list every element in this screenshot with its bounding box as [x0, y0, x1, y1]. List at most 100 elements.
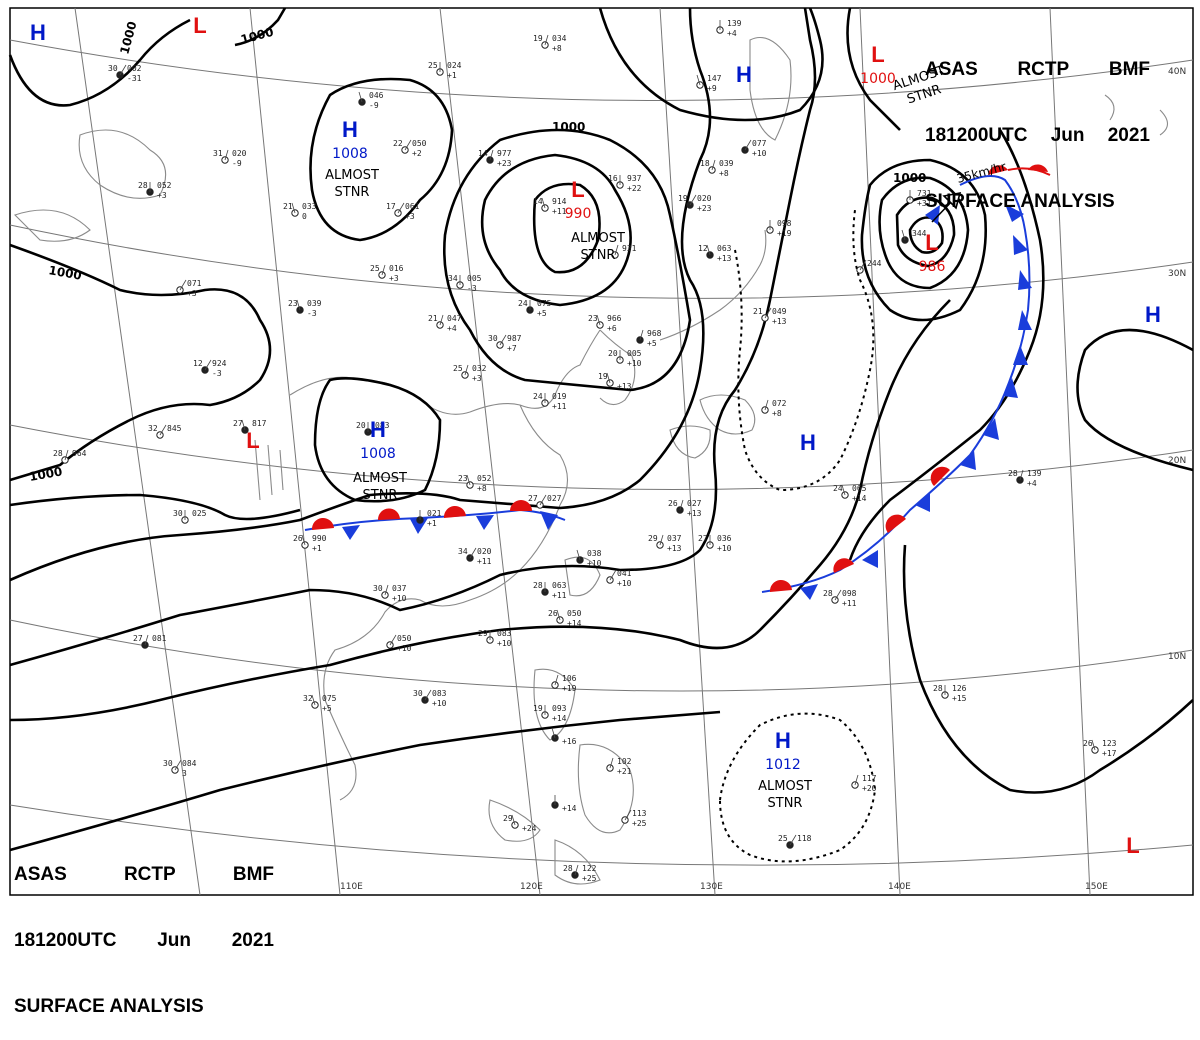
station-pressure: 098	[777, 219, 792, 228]
station-pressure: 964	[72, 449, 87, 458]
station-plot: 32 845	[148, 424, 182, 439]
wind-barb-icon	[466, 474, 471, 486]
wind-barb-icon	[841, 484, 846, 496]
wind-barb-icon	[424, 689, 432, 701]
station-pressure-tendency: +13	[717, 254, 732, 263]
wind-barb-icon	[179, 279, 187, 291]
station-pressure-tendency: +4	[1027, 479, 1037, 488]
station-pressure-tendency: +13	[667, 544, 682, 553]
station-pressure: 039	[719, 159, 734, 168]
station-plot: 23 966+6	[588, 314, 622, 333]
header-station: RCTP	[1017, 59, 1070, 80]
high-symbol: H	[370, 417, 386, 442]
station-plot: 27 027	[528, 494, 562, 509]
meridian-140e	[859, 7, 901, 896]
header-time: 181200UTC	[925, 125, 1028, 146]
header-title: SURFACE ANALYSIS	[925, 191, 1115, 212]
station-temperature: 22	[393, 139, 403, 148]
station-plot: 244	[856, 259, 882, 274]
isobars-dashed	[718, 209, 877, 863]
station-pressure: 021	[427, 509, 442, 518]
high-pressure-center: H	[1145, 302, 1161, 327]
station-pressure: 020	[697, 194, 712, 203]
meridian-100e	[74, 7, 201, 896]
station-temperature: 28	[823, 589, 833, 598]
wind-barb-icon	[301, 534, 306, 546]
station-plot: 24 019+11	[533, 392, 567, 411]
wind-barb-icon	[291, 202, 296, 214]
station-plot: 31 020-9	[213, 149, 247, 168]
station-pressure-tendency: +24	[522, 824, 537, 833]
station-pressure: 098	[842, 589, 857, 598]
grid-labels: 110E 120E 130E 140E 150E 40N 30N 20N 10N	[340, 67, 1186, 892]
station-pressure-tendency: +11	[552, 402, 567, 411]
station-pressure: 050	[567, 609, 582, 618]
station-pressure-tendency: +8	[477, 484, 487, 493]
low-symbol: L	[1126, 833, 1139, 858]
station-plot: 12 063+13	[698, 244, 732, 263]
station-temperature: 12	[698, 244, 708, 253]
header-month: Jun	[1050, 125, 1085, 146]
station-temperature: 14	[478, 149, 488, 158]
station-plot: 041+10	[606, 569, 632, 588]
wind-barb-icon	[624, 809, 632, 821]
station-pressure-tendency: +11	[552, 591, 567, 600]
station-pressure-tendency: 3	[182, 769, 187, 778]
station-pressure-tendency: +14	[567, 619, 582, 628]
station-pressure: 071	[187, 279, 202, 288]
station-plot: 731+31	[906, 189, 932, 208]
station-pressure: 106	[562, 674, 577, 683]
station-pressure: 052	[477, 474, 492, 483]
wind-barb-icon	[639, 329, 644, 341]
station-pressure: 968	[647, 329, 662, 338]
central-pressure-value: 1008	[360, 446, 396, 462]
station-pressure-tendency: +1	[312, 544, 322, 553]
station-pressure: 046	[369, 91, 384, 100]
station-pressure: 924	[212, 359, 227, 368]
isobar-nw-high	[8, 18, 191, 107]
high-pressure-center: H 1008 ALMOST STNR	[353, 417, 407, 503]
station-temperature: 28	[1008, 469, 1018, 478]
station-pressure-tendency: +25	[582, 874, 597, 883]
station-plot: 30 987+7	[488, 334, 522, 353]
wind-barb-icon	[159, 424, 167, 436]
low-pressure-center: L	[193, 13, 206, 38]
station-pressure: 344	[912, 229, 927, 238]
storm-motion-arrow	[931, 191, 962, 223]
lon-label-130e: 130E	[700, 882, 723, 892]
meridian-150e	[1049, 7, 1091, 896]
station-pressure-tendency: +13	[687, 509, 702, 518]
low-symbol: L	[925, 230, 938, 255]
station-pressure: 033	[302, 202, 317, 211]
isobar-l990-center	[532, 182, 601, 274]
station-pressure: 061	[405, 202, 420, 211]
station-pressure: 139	[727, 19, 742, 28]
station-plot: 931	[611, 244, 637, 259]
lat-label-30n: 30N	[1168, 269, 1186, 279]
lon-label-140e: 140E	[888, 882, 911, 892]
station-pressure-tendency: +10	[587, 559, 602, 568]
movement-note: STNR	[581, 248, 616, 263]
station-plot: 21 047+4	[428, 314, 462, 333]
station-temperature: 16	[608, 174, 618, 183]
movement-note: STNR	[768, 796, 803, 811]
central-pressure-value: 1012	[765, 757, 801, 773]
station-pressure-tendency: +20	[862, 784, 877, 793]
wind-barb-icon	[64, 449, 69, 461]
isobar-h1008-north	[309, 77, 454, 242]
station-plot: 22 050+2	[393, 139, 427, 158]
station-pressure: 731	[917, 189, 932, 198]
station-plot: 28 964	[53, 449, 87, 464]
station-pressure-tendency: +19	[562, 684, 577, 693]
station-pressure: 117	[862, 774, 877, 783]
wind-barb-icon	[901, 229, 906, 241]
station-temperature: 24	[518, 299, 528, 308]
station-plot: 021+1	[416, 509, 442, 528]
lat-label-10n: 10N	[1168, 652, 1186, 662]
station-temperature: 25	[428, 61, 438, 70]
station-plot: 34 005-3	[448, 274, 482, 293]
station-pressure-tendency: +6	[607, 324, 617, 333]
wind-barb-icon	[574, 864, 579, 876]
wind-barb-icon	[541, 197, 546, 209]
station-pressure: 126	[952, 684, 967, 693]
